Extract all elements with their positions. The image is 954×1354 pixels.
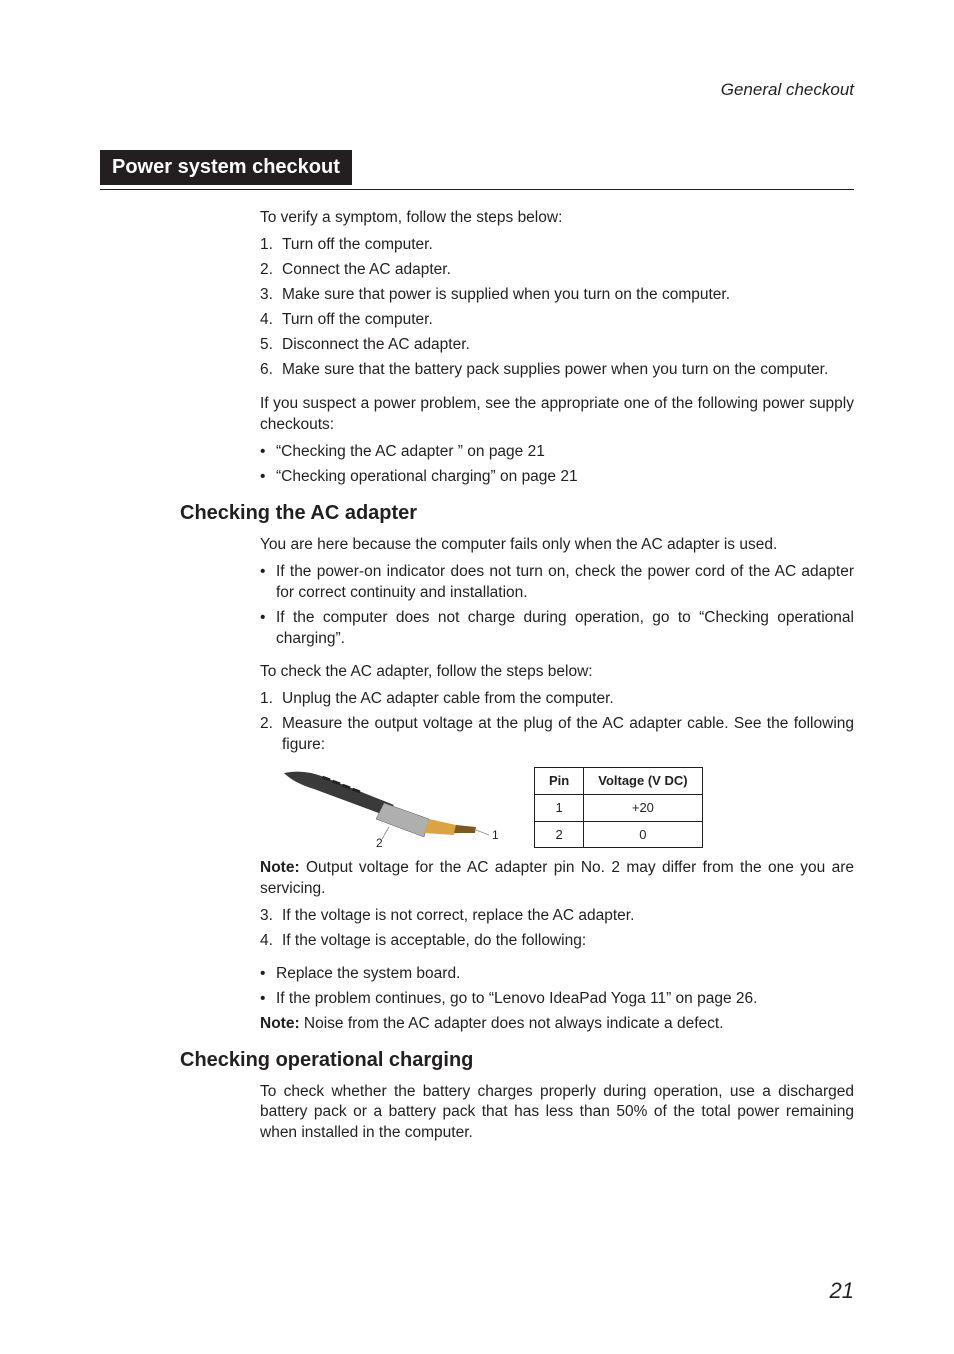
bullet-text: Replace the system board. (276, 964, 854, 985)
step-num: 4. (260, 931, 282, 952)
note-1: Note: Output voltage for the AC adapter … (260, 858, 854, 900)
table-header: Voltage (V DC) (584, 768, 702, 795)
bullet-icon: • (260, 467, 276, 488)
suspect-text: If you suspect a power problem, see the … (260, 394, 854, 436)
bullet-text: “Checking the AC adapter ” on page 21 (276, 442, 854, 463)
step-text: Disconnect the AC adapter. (282, 335, 854, 356)
sub1-steps: 1.Unplug the AC adapter cable from the c… (260, 689, 854, 756)
sub1-bullets2: •Replace the system board. •If the probl… (260, 964, 854, 1010)
step-text: Measure the output voltage at the plug o… (282, 714, 854, 756)
table-header: Pin (535, 768, 584, 795)
bullet-icon: • (260, 442, 276, 463)
step-text: Turn off the computer. (282, 235, 854, 256)
bullet-icon: • (260, 964, 276, 985)
sub1-bullets: •If the power-on indicator does not turn… (260, 562, 854, 650)
step-text: Unplug the AC adapter cable from the com… (282, 689, 854, 710)
sub1-steps2: 3.If the voltage is not correct, replace… (260, 906, 854, 952)
bullet-text: “Checking operational charging” on page … (276, 467, 854, 488)
intro-text: To verify a symptom, follow the steps be… (260, 208, 854, 229)
note-2: Note: Noise from the AC adapter does not… (260, 1014, 854, 1035)
page-number: 21 (830, 1278, 854, 1304)
step-num: 2. (260, 714, 282, 756)
bullet-icon: • (260, 562, 276, 604)
figure-label-1: 1 (492, 828, 499, 842)
table-cell: 2 (535, 821, 584, 848)
step-num: 1. (260, 235, 282, 256)
bullet-text: If the computer does not charge during o… (276, 608, 854, 650)
figure-label-2: 2 (376, 836, 383, 847)
step-text: Make sure that power is supplied when yo… (282, 285, 854, 306)
table-cell: +20 (584, 794, 702, 821)
bullet-text: If the power-on indicator does not turn … (276, 562, 854, 604)
step-num: 2. (260, 260, 282, 281)
step-num: 3. (260, 906, 282, 927)
bullet-list-1: •“Checking the AC adapter ” on page 21 •… (260, 442, 854, 488)
sub2-p1: To check whether the battery charges pro… (260, 1082, 854, 1145)
bullet-icon: • (260, 989, 276, 1010)
step-num: 3. (260, 285, 282, 306)
subheading-charging: Checking operational charging (180, 1049, 854, 1072)
step-text: If the voltage is not correct, replace t… (282, 906, 854, 927)
adapter-figure: 1 2 (284, 767, 504, 847)
step-num: 4. (260, 310, 282, 331)
table-cell: 0 (584, 821, 702, 848)
step-text: Make sure that the battery pack supplies… (282, 360, 854, 381)
steps-list-1: 1.Turn off the computer. 2.Connect the A… (260, 235, 854, 381)
step-text: Turn off the computer. (282, 310, 854, 331)
bullet-text: If the problem continues, go to “Lenovo … (276, 989, 854, 1010)
step-num: 6. (260, 360, 282, 381)
step-text: Connect the AC adapter. (282, 260, 854, 281)
sub1-p1: You are here because the computer fails … (260, 535, 854, 556)
sub1-p2: To check the AC adapter, follow the step… (260, 662, 854, 683)
pin-voltage-table: Pin Voltage (V DC) 1 +20 2 0 (534, 767, 703, 848)
page-header: General checkout (100, 80, 854, 100)
bullet-icon: • (260, 608, 276, 650)
step-text: If the voltage is acceptable, do the fol… (282, 931, 854, 952)
table-cell: 1 (535, 794, 584, 821)
step-num: 5. (260, 335, 282, 356)
step-num: 1. (260, 689, 282, 710)
section-title: Power system checkout (100, 150, 352, 185)
subheading-ac: Checking the AC adapter (180, 502, 854, 525)
